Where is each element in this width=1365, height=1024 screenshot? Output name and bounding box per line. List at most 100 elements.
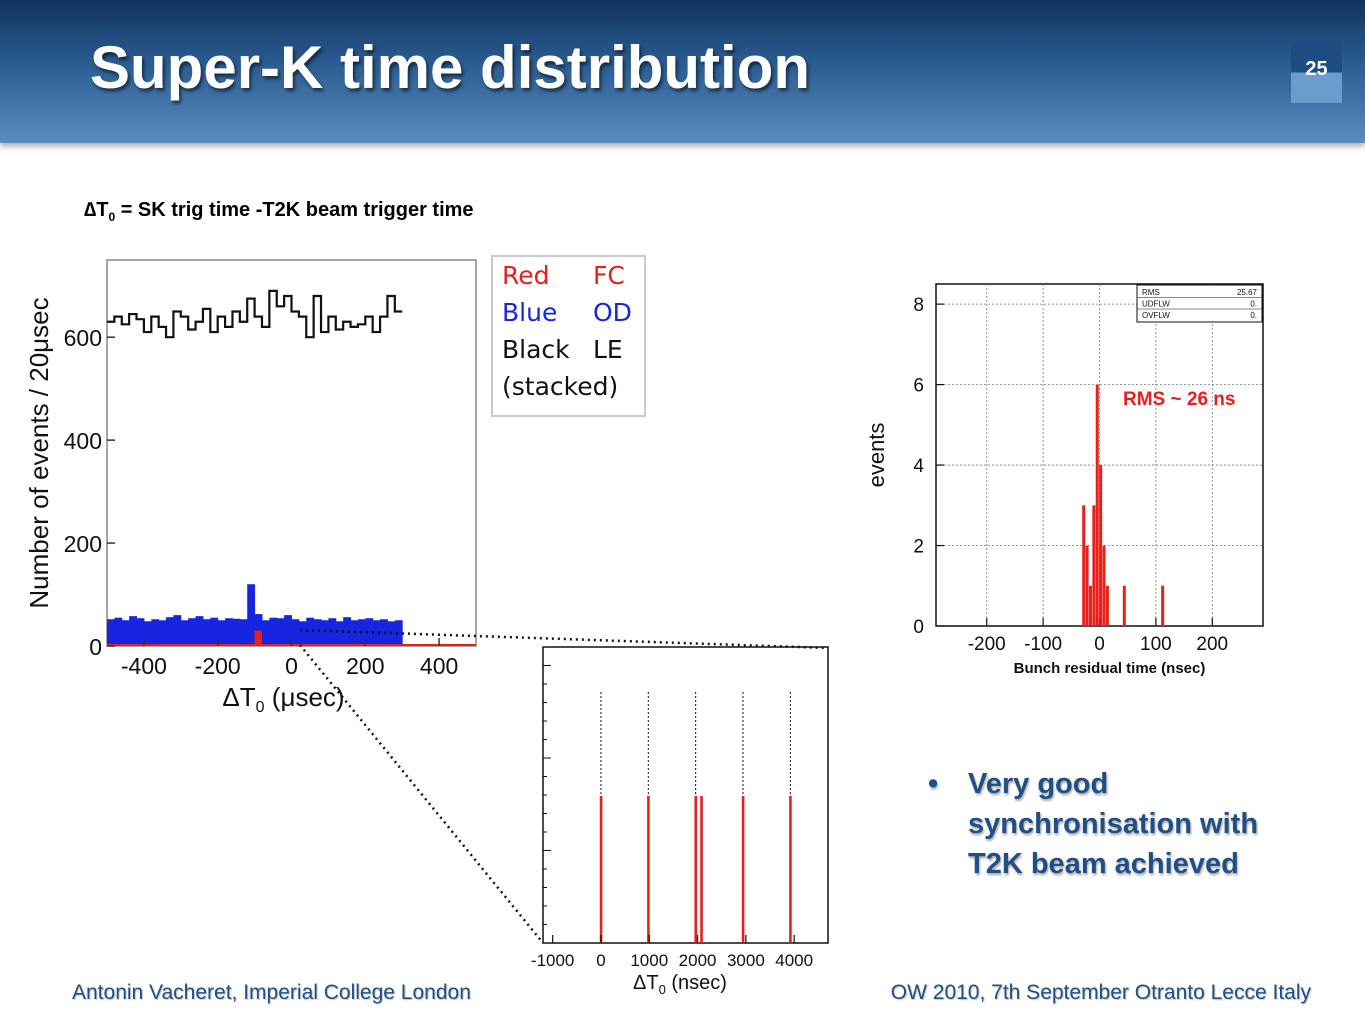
blue-bar: [232, 618, 241, 646]
legend-detector: OD: [593, 298, 632, 327]
rms-annotation: RMS ~ 26 ns: [1123, 389, 1235, 410]
footer-conference: OW 2010, 7th September Otranto Lecce Ita…: [890, 981, 1311, 1004]
main-plot-frame: [106, 259, 477, 647]
legend-detector: LE: [593, 335, 623, 364]
blue-bar: [158, 620, 167, 646]
residual-bar: [1082, 505, 1086, 626]
legend-detector: FC: [593, 261, 625, 290]
residual-x-tick-label: 200: [1196, 634, 1228, 655]
blue-bar: [188, 618, 197, 646]
x-axis-label-sub: 0: [256, 699, 265, 716]
residual-bar: [1122, 585, 1126, 626]
zoom-x-tick-label: -1000: [531, 951, 574, 970]
residual-y-tick-label: 8: [913, 295, 924, 316]
zoom-connector-top: [299, 628, 829, 650]
black-step-line: [107, 289, 403, 339]
residual-y-tick-label: 6: [913, 376, 924, 397]
blue-bar: [202, 619, 211, 646]
legend-color-name: (stacked): [502, 372, 619, 401]
blue-bar: [394, 620, 403, 646]
blue-bar: [269, 617, 278, 646]
blue-bar: [306, 617, 315, 646]
stats-value: 25.67: [1237, 288, 1258, 297]
bullet-text: Very good synchronisation with T2K beam …: [968, 768, 1259, 880]
x-axis-label: ΔT0 (μsec): [222, 682, 344, 716]
blue-bar: [217, 620, 226, 646]
zoom-connector-bottom: [299, 644, 544, 944]
legend-row: Black LE: [493, 331, 644, 368]
y-tick-label: 0: [89, 634, 102, 660]
residual-bar: [1099, 465, 1103, 626]
legend-row: (stacked): [493, 368, 644, 405]
formula-sub: 0: [108, 210, 116, 224]
x-tick-label: 0: [285, 653, 298, 679]
blue-bar: [166, 617, 174, 646]
legend-color-name: Black: [502, 335, 570, 364]
x-tick-label: 200: [346, 653, 384, 679]
zoom-bar: [599, 796, 603, 943]
residual-x-tick-label: -100: [1024, 634, 1062, 655]
residual-x-tick-label: 0: [1094, 634, 1105, 655]
bullet-dot: •: [928, 768, 939, 800]
header-bar: Super-K time distribution 25: [0, 0, 1365, 143]
stats-value: 0.: [1250, 311, 1257, 320]
zoom-bar: [789, 796, 792, 943]
slide-title: Super-K time distribution: [90, 34, 810, 101]
blue-bar: [365, 618, 374, 646]
red-bar: [254, 630, 262, 646]
blue-bar: [107, 619, 115, 646]
blue-bar: [121, 620, 130, 646]
blue-bar: [129, 616, 138, 646]
blue-bar: [313, 619, 322, 646]
blue-bar: [321, 620, 329, 646]
residual-y-tick-label: 4: [913, 456, 924, 477]
bullet-point: • Very good synchronisation with T2K bea…: [928, 764, 1278, 884]
stats-label: OVFLW: [1142, 311, 1170, 320]
blue-bar: [173, 615, 182, 646]
blue-bar: [195, 616, 204, 646]
blue-bar: [284, 615, 292, 646]
x-axis-label-unit: (μsec): [265, 682, 345, 712]
x-tick-label: -200: [195, 653, 241, 679]
residual-bar: [1095, 384, 1099, 626]
legend-row: Blue OD: [493, 294, 644, 331]
residual-y-tick-label: 2: [913, 537, 924, 558]
residual-y-axis-label: events: [864, 423, 889, 488]
blue-bar: [247, 584, 256, 646]
residual-x-tick-label: 100: [1140, 634, 1172, 655]
residual-y-tick-label: 0: [913, 617, 924, 638]
blue-bar: [372, 620, 381, 646]
y-tick-label: 600: [64, 325, 102, 351]
legend-color-name: Blue: [502, 298, 558, 327]
formula-rest: = SK trig time -T2K beam trigger time: [115, 199, 474, 221]
stats-box: [1136, 284, 1263, 323]
zoom-x-axis-label: ΔT0 (nsec): [633, 972, 727, 997]
blue-bar: [291, 619, 300, 646]
zoom-bar: [700, 796, 703, 943]
zoom-x-label-unit: (nsec): [666, 972, 727, 994]
blue-bar: [276, 618, 285, 646]
formula-prefix: ∆T: [84, 199, 109, 221]
zoom-x-tick-label: 2000: [679, 951, 717, 970]
blue-bar: [239, 619, 248, 646]
x-tick-label: -400: [121, 653, 167, 679]
blue-bar: [343, 617, 352, 646]
x-axis-label-main: ΔT: [222, 682, 255, 712]
zoom-plot-frame: [542, 646, 829, 944]
residual-x-tick-label: -200: [968, 634, 1006, 655]
blue-bar: [136, 618, 145, 646]
blue-bar: [114, 617, 123, 646]
slide-number: 25: [1291, 35, 1342, 103]
blue-bar: [328, 618, 337, 646]
zoom-x-label-main: ΔT: [633, 972, 659, 994]
legend-row: Red FC: [493, 257, 644, 294]
stats-label: UDFLW: [1142, 300, 1170, 309]
blue-bar: [180, 620, 189, 646]
legend: Red FC Blue OD Black LE (stacked): [491, 255, 646, 417]
delta-t-definition: ∆T0 = SK trig time -T2K beam trigger tim…: [84, 199, 474, 224]
zoom-bar: [647, 796, 650, 943]
blue-bar: [151, 619, 160, 646]
residual-bar: [1088, 585, 1092, 626]
blue-bar: [254, 614, 263, 646]
